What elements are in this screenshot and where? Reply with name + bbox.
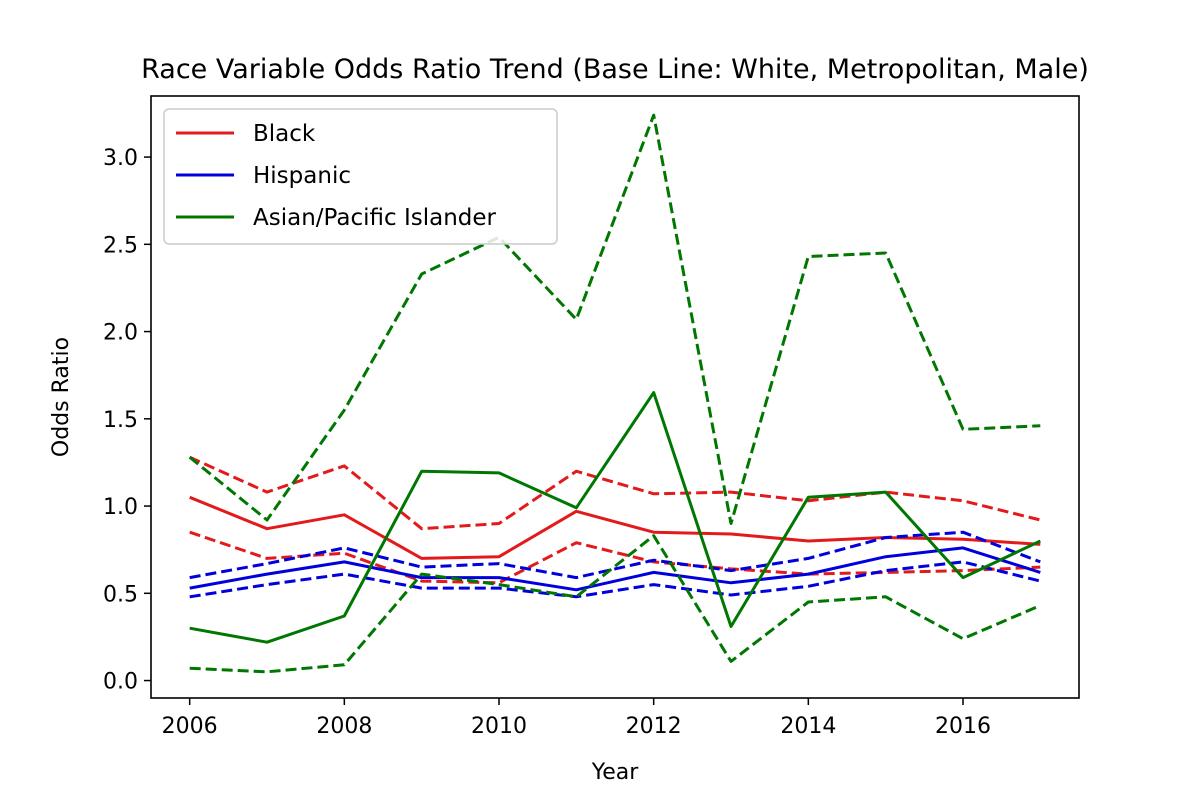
series-line-hispanic-upper [189,530,1041,580]
y-tick-label: 2.0 [103,321,138,346]
series-line-hispanic [189,546,1041,592]
y-tick-label: 1.5 [103,408,138,433]
series-line-asian-pacific-islander-lower [189,534,1041,674]
series-line-black-lower [189,530,1041,585]
x-axis-title: Year [591,760,640,785]
x-tick-label: 2006 [162,714,218,739]
x-tick-label: 2010 [471,714,527,739]
y-axis-title: Odds Ratio [49,337,74,457]
legend-box [163,108,558,245]
axis-ticks: 2006 2008 2010 2012 2014 2016 0.0 0.5 1.0 1.5 2.0 2… [103,146,991,739]
series-line-black-upper [189,455,1041,531]
series-line-asian-pacific-islander-upper [188,113,1041,525]
chart-title: Race Variable Odds Ratio Trend (Base Lin… [141,54,1089,85]
plot-area [188,113,1041,674]
y-tick-label: 1.0 [103,495,138,520]
x-tick-label: 2008 [316,714,372,739]
legend-label-hispanic: Hispanic [253,163,351,189]
plot-frame [150,95,1080,699]
y-tick-label: 0.5 [103,582,138,607]
series-line-asian-pacific-islander [189,391,1041,644]
y-tick-label: 0.0 [103,670,138,695]
legend: Black Hispanic Asian/Pacific Islander [163,108,558,245]
y-tick-label: 2.5 [103,233,138,258]
legend-label-black: Black [253,121,316,147]
y-tick-label: 3.0 [103,146,138,171]
x-tick-label: 2016 [935,714,991,739]
series-line-black [189,495,1041,560]
x-tick-label: 2014 [780,714,836,739]
x-tick-label: 2012 [626,714,682,739]
legend-label-asian-pacific-islander: Asian/Pacific Islander [253,205,497,231]
